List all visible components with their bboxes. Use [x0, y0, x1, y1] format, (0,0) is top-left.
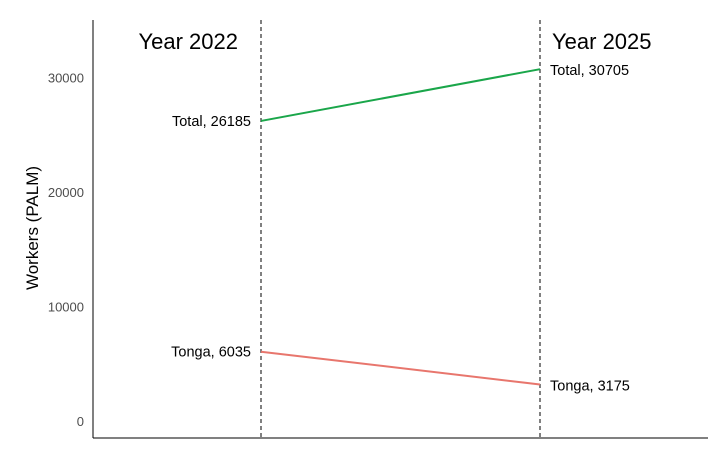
series-line-tonga [260, 350, 541, 386]
y-tick-label: 0 [77, 414, 84, 429]
year-header: Year 2025 [552, 29, 652, 54]
point-label: Total, 30705 [550, 63, 629, 79]
y-axis-title: Workers (PALM) [23, 166, 42, 290]
y-tick-label: 30000 [48, 70, 84, 85]
series-lines [260, 68, 541, 386]
year-header: Year 2022 [138, 29, 238, 54]
year-guides: Year 2022 Year 2025 [138, 20, 652, 438]
y-tick-label: 10000 [48, 299, 84, 314]
point-labels: Total, 26185 Total, 30705 Tonga, 6035 Tonga… [171, 63, 630, 394]
point-label: Total, 26185 [172, 114, 251, 130]
series-line-total [260, 68, 541, 122]
point-label: Tonga, 3175 [550, 378, 630, 394]
y-tick-label: 20000 [48, 185, 84, 200]
axes: 0 10000 20000 30000 [48, 20, 708, 439]
point-label: Tonga, 6035 [171, 345, 251, 361]
